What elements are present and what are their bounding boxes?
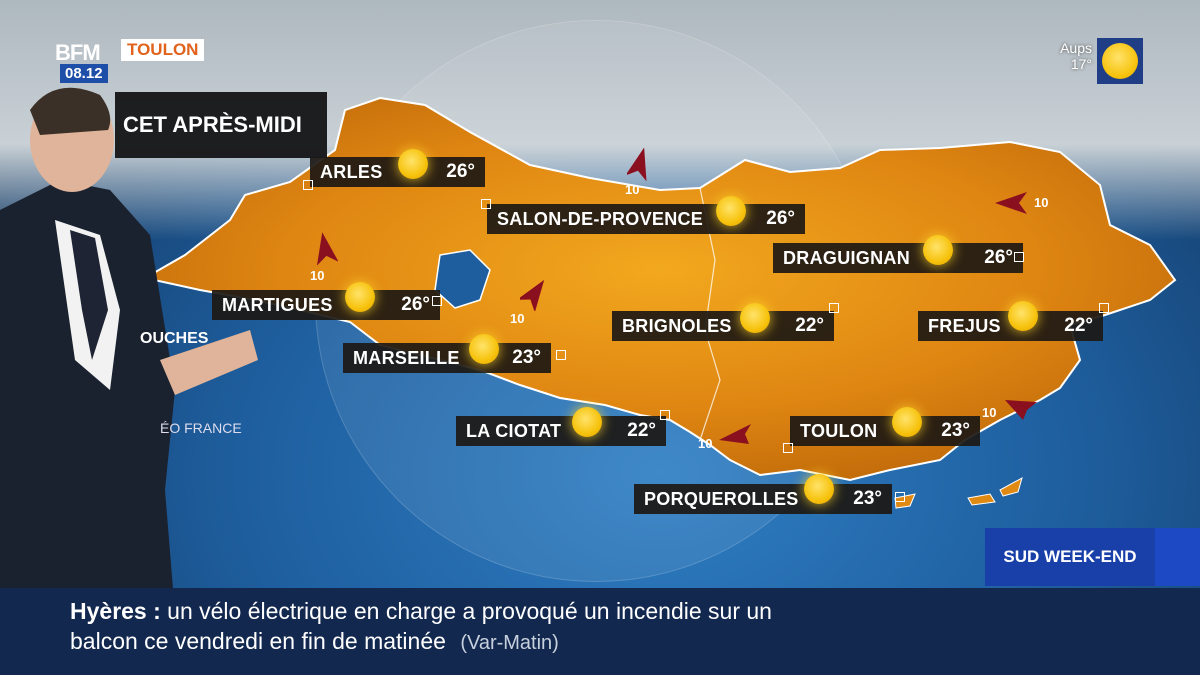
forecast-title: CET APRÈS-MIDI (115, 92, 327, 158)
location-marker (895, 492, 905, 502)
meteo-credit: ÉO FRANCE (160, 420, 242, 436)
wind-arrow-icon (316, 232, 338, 266)
city-temp: 26° (984, 247, 1013, 268)
city-temp: 22° (1064, 315, 1093, 336)
location-marker (660, 410, 670, 420)
wind-speed: 10 (1034, 195, 1049, 210)
city-temp: 26° (401, 294, 430, 315)
department-label: OUCHES (140, 330, 209, 347)
city-label: DRAGUIGNAN 26° (773, 243, 1023, 273)
city-name: LA CIOTAT (466, 420, 562, 441)
sun-icon (923, 235, 953, 265)
island-porquerolles (894, 493, 916, 509)
city-temp: 23° (512, 347, 541, 368)
city-label: LA CIOTAT 22° (456, 416, 666, 446)
city-name: SALON-DE-PROVENCE (497, 208, 704, 229)
city-name: DRAGUIGNAN (783, 247, 910, 268)
ticker-text-2: balcon ce vendredi en fin de matinée (70, 628, 446, 654)
wind-arrow-icon (995, 192, 1027, 214)
island-1 (967, 493, 996, 506)
location-marker (829, 303, 839, 313)
sun-icon (398, 149, 428, 179)
city-name: TOULON (800, 420, 878, 441)
sun-icon (572, 407, 602, 437)
broadcast-time: 08.12 (60, 64, 108, 83)
city-name: BRIGNOLES (622, 315, 732, 336)
corner-city-temp: 17° (1070, 56, 1092, 72)
city-label: ARLES 26° (310, 157, 485, 187)
wind-speed: 10 (510, 311, 525, 326)
location-marker (303, 180, 313, 190)
city-temp: 23° (853, 488, 882, 509)
city-name: PORQUEROLLES (644, 488, 799, 509)
location-marker (1099, 303, 1109, 313)
wind-arrow-icon (719, 424, 751, 444)
sun-icon (804, 474, 834, 504)
wind-speed: 10 (698, 436, 713, 451)
city-temp: 26° (446, 161, 475, 182)
location-marker (1014, 252, 1024, 262)
location-marker (556, 350, 566, 360)
city-label: PORQUEROLLES 23° (634, 484, 892, 514)
sun-icon (892, 407, 922, 437)
corner-city-name: Aups (1060, 40, 1092, 56)
sun-icon (469, 334, 499, 364)
city-name: FREJUS (928, 315, 1001, 336)
wind-speed: 10 (310, 268, 325, 283)
program-name: SUD WEEK-END (985, 528, 1155, 586)
sun-icon (740, 303, 770, 333)
wind-speed: 10 (625, 182, 640, 197)
city-temp: 23° (941, 420, 970, 441)
location-marker (783, 443, 793, 453)
channel-logo: BFM TOULON 08.12 (55, 39, 205, 83)
sun-icon (345, 282, 375, 312)
corner-weather-box (1097, 38, 1143, 84)
ticker-line-2: balcon ce vendredi en fin de matinée (Va… (70, 628, 559, 655)
island-2 (999, 476, 1023, 497)
brand-name: BFM (55, 40, 101, 65)
city-label: MARTIGUES 26° (212, 290, 440, 320)
city-name: ARLES (320, 161, 383, 182)
news-ticker (0, 588, 1200, 675)
sun-icon (716, 196, 746, 226)
ticker-place: Hyères : (70, 598, 161, 624)
city-name: MARSEILLE (353, 347, 460, 368)
wind-speed: 10 (982, 405, 997, 420)
city-label: BRIGNOLES 22° (612, 311, 834, 341)
channel-city: TOULON (121, 39, 205, 61)
city-label: SALON-DE-PROVENCE 26° (487, 204, 805, 234)
ticker-text-1: un vélo électrique en charge a provoqué … (167, 598, 772, 624)
corner-forecast: Aups 17° (1040, 40, 1092, 72)
city-temp: 26° (766, 208, 795, 229)
wind-arrow-icon (1005, 400, 1037, 420)
ticker-source: (Var-Matin) (460, 632, 559, 654)
city-name: MARTIGUES (222, 294, 333, 315)
city-label: TOULON 23° (790, 416, 980, 446)
ticker-line-1: Hyères : un vélo électrique en charge a … (70, 598, 772, 625)
presenter-figure (0, 87, 258, 675)
city-temp: 22° (795, 315, 824, 336)
location-marker (432, 296, 442, 306)
city-temp: 22° (627, 420, 656, 441)
wind-arrow-icon (627, 147, 647, 181)
wind-arrow-icon (520, 279, 545, 311)
city-label: MARSEILLE 23° (343, 343, 551, 373)
presenter (0, 60, 270, 675)
program-banner: SUD WEEK-END (985, 528, 1200, 586)
location-marker (481, 199, 491, 209)
sun-icon (1008, 301, 1038, 331)
sun-icon (1102, 43, 1138, 79)
